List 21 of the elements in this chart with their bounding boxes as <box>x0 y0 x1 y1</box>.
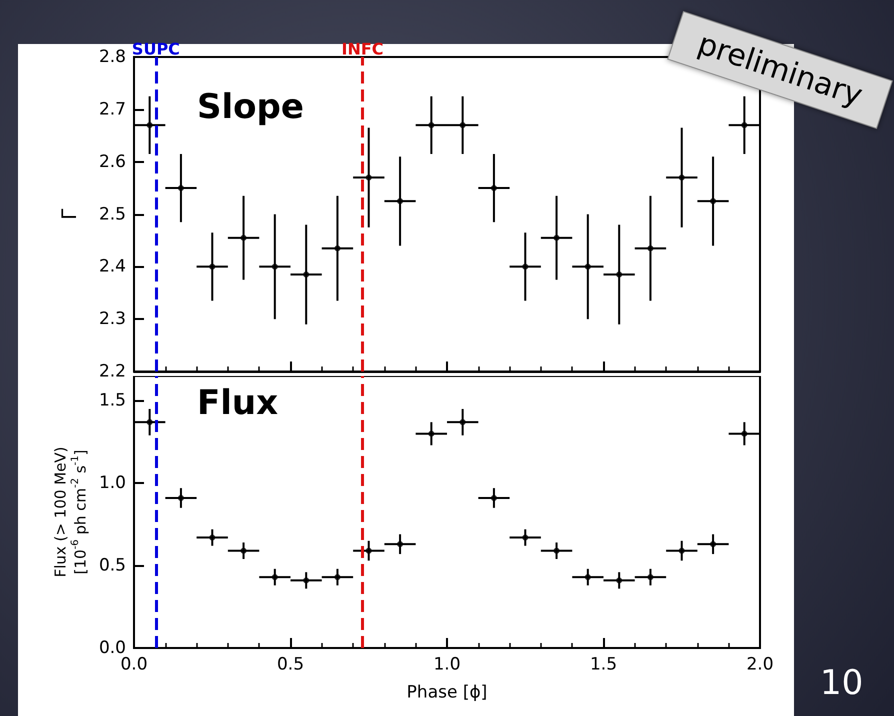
ref-line-label: INFC <box>341 40 384 58</box>
x-tick-label: 1.5 <box>590 654 618 674</box>
y-tick-label: 2.4 <box>98 256 126 277</box>
y-tick-label: 2.8 <box>98 47 126 67</box>
y-tick-label: 0.5 <box>98 556 126 576</box>
y-tick-label: 2.7 <box>98 99 126 120</box>
y-tick-label: 2.3 <box>98 309 126 330</box>
x-tick-label: 0.5 <box>276 654 304 674</box>
text: 10 <box>820 663 864 703</box>
y-tick-label: 1.0 <box>98 473 126 494</box>
annotation: Flux <box>197 383 278 423</box>
x-tick-label: 2.0 <box>746 654 774 674</box>
annotation: Slope <box>197 87 304 127</box>
y-tick-label: 2.6 <box>98 152 126 172</box>
ref-line-label: SUPC <box>132 40 180 58</box>
y-tick-label: 1.5 <box>98 390 126 411</box>
x-axis-title: Phase [ϕ] <box>406 682 488 702</box>
y-tick-label: 2.2 <box>98 362 126 382</box>
y-tick-label: 2.5 <box>98 204 126 224</box>
x-tick-label: 1.0 <box>433 654 461 674</box>
y-axis-title: Γ <box>57 208 81 220</box>
